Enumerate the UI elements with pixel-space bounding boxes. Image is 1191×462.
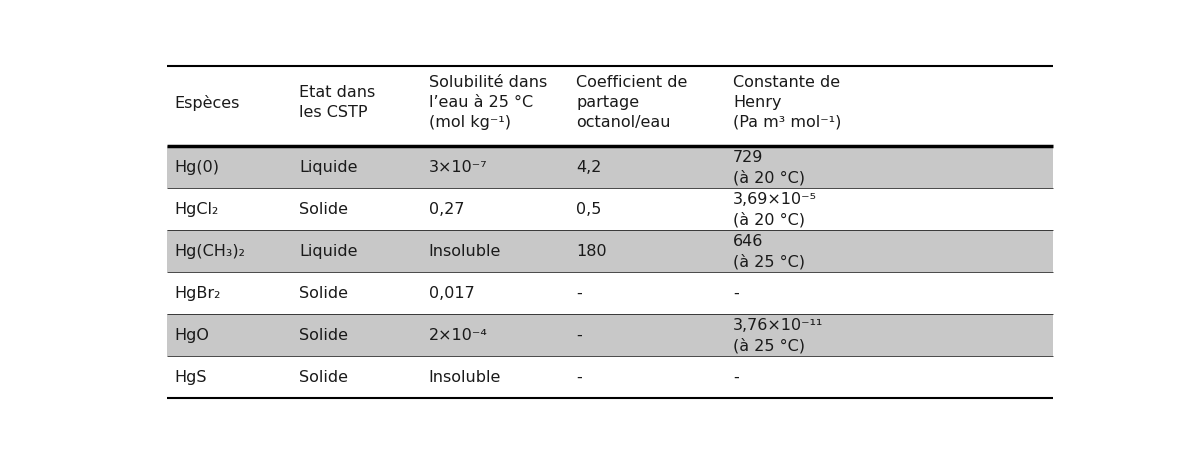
- Bar: [167, 272, 1053, 314]
- Bar: [167, 188, 1053, 230]
- Text: HgCl₂: HgCl₂: [175, 201, 219, 217]
- Text: 3,69×10⁻⁵
(à 20 °C): 3,69×10⁻⁵ (à 20 °C): [734, 192, 817, 228]
- Text: -: -: [576, 286, 582, 301]
- Text: Etat dans
les CSTP: Etat dans les CSTP: [299, 85, 375, 120]
- Text: Solide: Solide: [299, 328, 348, 342]
- Text: 4,2: 4,2: [576, 160, 601, 175]
- Text: -: -: [734, 286, 738, 301]
- Text: 2×10⁻⁴: 2×10⁻⁴: [429, 328, 487, 342]
- Text: Solubilité dans
l’eau à 25 °C
(mol kg⁻¹): Solubilité dans l’eau à 25 °C (mol kg⁻¹): [429, 75, 547, 130]
- Text: 180: 180: [576, 243, 607, 259]
- Text: 729
(à 20 °C): 729 (à 20 °C): [734, 151, 805, 186]
- Text: Solide: Solide: [299, 370, 348, 384]
- Text: Insoluble: Insoluble: [429, 243, 501, 259]
- Bar: [167, 314, 1053, 356]
- Text: HgBr₂: HgBr₂: [175, 286, 222, 301]
- Text: -: -: [576, 328, 582, 342]
- Bar: [167, 146, 1053, 188]
- Text: 3×10⁻⁷: 3×10⁻⁷: [429, 160, 487, 175]
- Text: Solide: Solide: [299, 286, 348, 301]
- Text: Solide: Solide: [299, 201, 348, 217]
- Text: 0,5: 0,5: [576, 201, 601, 217]
- Bar: [167, 230, 1053, 272]
- Text: Espèces: Espèces: [175, 95, 241, 110]
- Text: Liquide: Liquide: [299, 160, 357, 175]
- Text: Liquide: Liquide: [299, 243, 357, 259]
- Text: Hg(CH₃)₂: Hg(CH₃)₂: [175, 243, 245, 259]
- Text: Constante de
Henry
(Pa m³ mol⁻¹): Constante de Henry (Pa m³ mol⁻¹): [734, 75, 842, 130]
- Text: -: -: [576, 370, 582, 384]
- Bar: [167, 356, 1053, 398]
- Text: 3,76×10⁻¹¹
(à 25 °C): 3,76×10⁻¹¹ (à 25 °C): [734, 318, 823, 354]
- Text: Hg(0): Hg(0): [175, 160, 219, 175]
- Text: -: -: [734, 370, 738, 384]
- Text: 0,27: 0,27: [429, 201, 464, 217]
- Text: Insoluble: Insoluble: [429, 370, 501, 384]
- Text: HgS: HgS: [175, 370, 207, 384]
- Text: 646
(à 25 °C): 646 (à 25 °C): [734, 234, 805, 270]
- Text: Coefficient de
partage
octanol/eau: Coefficient de partage octanol/eau: [576, 75, 687, 130]
- Text: 0,017: 0,017: [429, 286, 474, 301]
- Text: HgO: HgO: [175, 328, 210, 342]
